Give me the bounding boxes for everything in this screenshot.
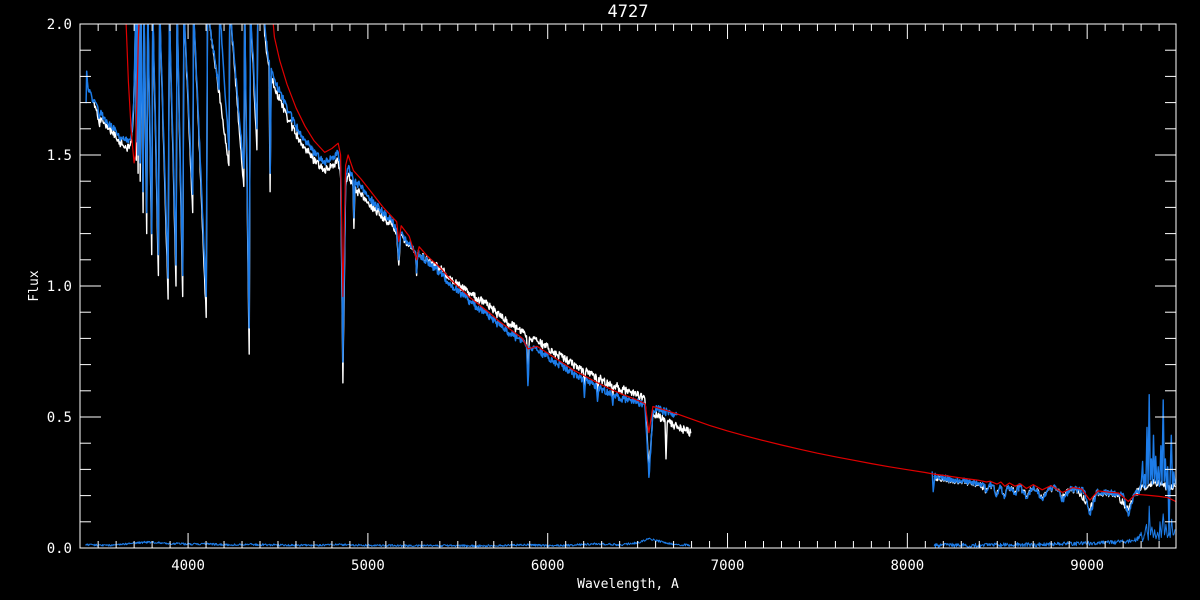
x-axis-label: Wavelength, A xyxy=(577,577,679,592)
axis-tick-labels-layer: 4000 5000 6000 7000 8000 9000 0.0 0.5 1.0 1.5 2.0 xyxy=(47,17,1104,574)
axis-ticks-layer xyxy=(80,23,1176,549)
observed-spectrum-blue-right xyxy=(931,394,1176,536)
x-tick-label: 8000 xyxy=(890,558,924,574)
y-axis-label: Flux xyxy=(27,270,42,301)
chart-title: 4727 xyxy=(608,2,649,22)
error-spectrum-right xyxy=(933,505,1176,548)
y-tick-label: 1.5 xyxy=(47,148,72,164)
observed-spectrum-blue xyxy=(85,24,678,479)
x-tick-label: 9000 xyxy=(1070,558,1104,574)
model-fit-red xyxy=(125,24,1176,502)
y-tick-label: 0.0 xyxy=(47,541,72,557)
x-tick-label: 7000 xyxy=(711,558,745,574)
x-tick-label: 6000 xyxy=(531,558,565,574)
error-spectrum-left xyxy=(85,537,691,548)
y-tick-label: 2.0 xyxy=(47,17,72,33)
spectrum-series-layer xyxy=(85,24,1176,548)
x-tick-label: 4000 xyxy=(171,558,205,574)
y-tick-label: 0.5 xyxy=(47,410,72,426)
y-tick-label: 1.0 xyxy=(47,279,72,295)
x-tick-label: 5000 xyxy=(351,558,385,574)
